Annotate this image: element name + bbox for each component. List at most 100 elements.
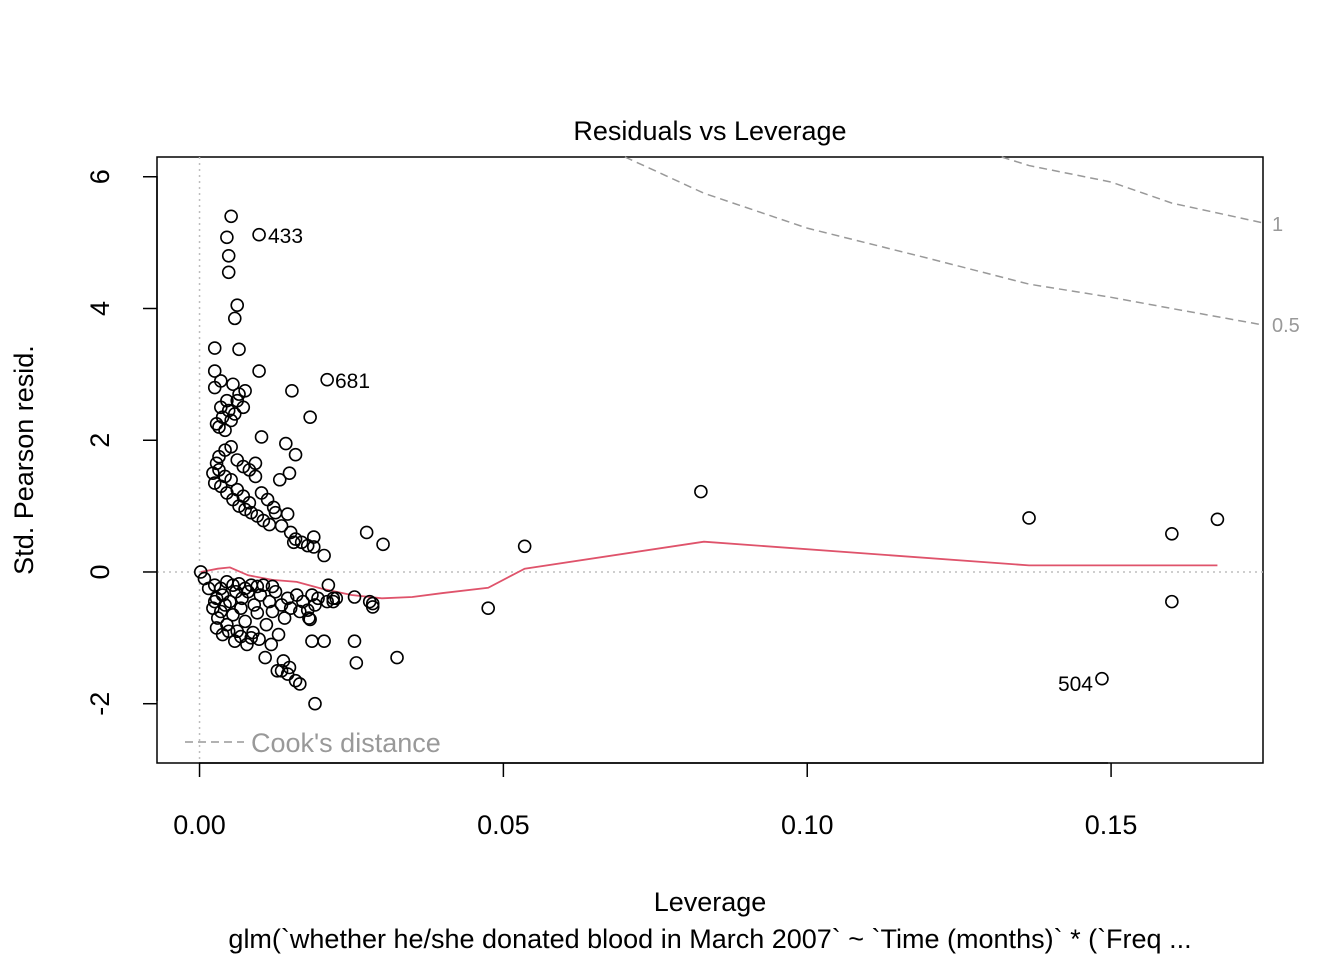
chart-title: Residuals vs Leverage [573, 116, 846, 146]
data-point [282, 660, 297, 675]
data-point [694, 484, 708, 499]
data-point [317, 548, 331, 563]
data-point [220, 230, 234, 245]
y-tick-label: -2 [85, 692, 115, 716]
data-point [303, 612, 317, 627]
data-point [207, 364, 222, 378]
data-point [288, 447, 303, 462]
y-tick-label: 0 [85, 564, 115, 579]
data-point [302, 611, 316, 625]
data-point [242, 496, 257, 510]
cooks-contour-0.5 [624, 156, 1264, 326]
data-point [250, 606, 265, 620]
x-tick-label: 0.15 [1085, 810, 1138, 840]
y-axis: -2 0 2 4 6 [85, 169, 158, 716]
data-point [248, 456, 263, 471]
data-point [321, 578, 336, 592]
data-point [250, 579, 265, 594]
data-point [226, 607, 240, 622]
data-point [288, 673, 303, 688]
data-point [359, 525, 374, 540]
data-point [1210, 512, 1225, 527]
data-point [247, 598, 262, 612]
data-point [365, 596, 380, 611]
data-point [221, 265, 236, 280]
data-point [214, 374, 228, 388]
data-point [272, 472, 287, 487]
data-point [230, 298, 245, 313]
data-point [265, 579, 280, 594]
cooks-contour-1 [1001, 156, 1264, 224]
data-point [224, 209, 238, 224]
data-point [481, 601, 495, 616]
data-point [214, 604, 228, 619]
data-point [271, 627, 286, 642]
data-point [308, 696, 322, 711]
cooks-distance-contours [624, 156, 1264, 326]
data-point [329, 591, 344, 606]
point-label-504: 504 [1058, 673, 1093, 696]
data-point [227, 407, 242, 421]
y-tick-label: 2 [85, 433, 115, 448]
data-point [207, 341, 222, 355]
data-point [252, 364, 266, 378]
data-point [1022, 511, 1036, 525]
data-point [220, 393, 234, 408]
data-point [259, 617, 274, 632]
data-point [288, 532, 303, 546]
data-point [265, 604, 280, 619]
cooks-label-1: 1 [1272, 214, 1283, 236]
residual-points [193, 209, 1225, 711]
data-point [224, 472, 238, 487]
data-point [293, 604, 307, 619]
y-axis-label: Std. Pearson resid. [9, 345, 39, 575]
data-point [223, 594, 237, 609]
data-point [227, 311, 242, 326]
data-point [193, 565, 208, 579]
x-axis-label: Leverage [654, 887, 767, 917]
data-point [207, 476, 222, 490]
data-point [256, 578, 271, 592]
data-point [279, 436, 293, 451]
data-point [234, 601, 248, 616]
data-point [264, 637, 279, 652]
data-point [311, 591, 325, 606]
data-point [258, 650, 272, 665]
data-point [253, 588, 268, 602]
data-point [218, 423, 232, 438]
data-point [252, 632, 266, 646]
data-point [274, 663, 289, 678]
plot-frame [156, 156, 1264, 764]
x-tick-label: 0.00 [173, 810, 226, 840]
smoother-line [200, 540, 1218, 600]
data-point [326, 594, 341, 609]
data-point [254, 430, 269, 444]
point-label-681: 681 [335, 370, 370, 393]
data-point [226, 377, 240, 392]
data-point [224, 413, 238, 428]
data-point [1165, 526, 1179, 541]
data-point [266, 500, 281, 515]
data-point [274, 519, 289, 533]
data-point [224, 440, 238, 454]
smoother-line-layer [200, 540, 1218, 600]
reference-lines [157, 157, 1263, 763]
data-point [285, 384, 299, 398]
data-point [303, 410, 317, 424]
point-label-433: 433 [268, 225, 303, 248]
data-point [317, 634, 331, 648]
legend: Cook's distance [185, 728, 441, 758]
data-point [305, 634, 319, 648]
data-point [221, 249, 236, 263]
data-point [1165, 594, 1179, 609]
data-point [232, 342, 246, 357]
data-point [277, 611, 292, 625]
data-point [283, 601, 298, 616]
data-point [349, 656, 364, 670]
subtitle: glm(`whether he/she donated blood in Mar… [228, 924, 1191, 954]
data-point [517, 539, 532, 554]
data-point [300, 538, 315, 553]
data-point [282, 466, 297, 480]
legend-label: Cook's distance [251, 728, 441, 758]
